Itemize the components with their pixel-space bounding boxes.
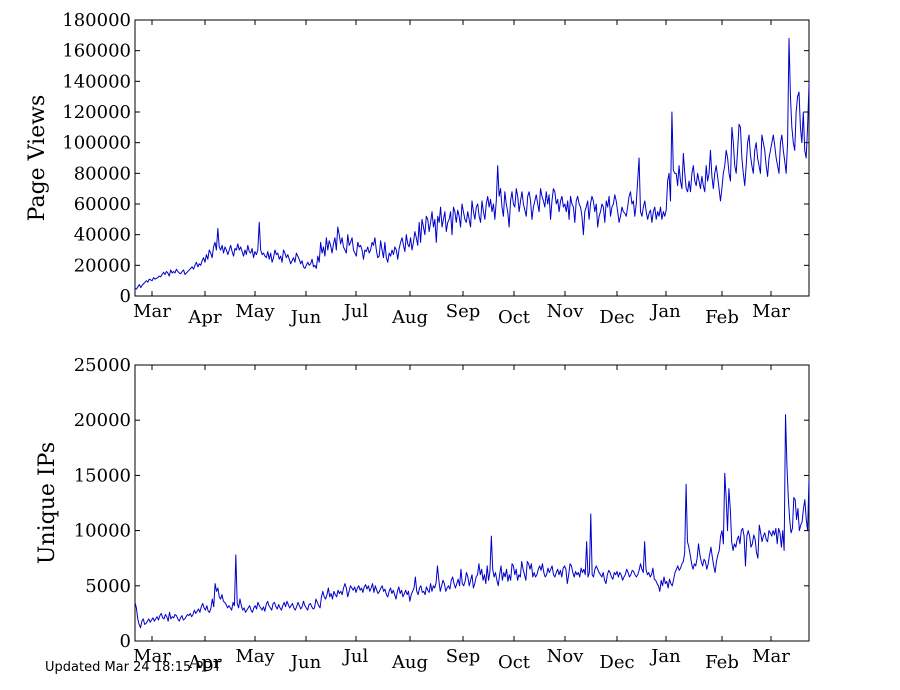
pageviews-ytick-label: 100000: [62, 133, 131, 154]
uniqueips-xtick-label: Feb: [705, 652, 739, 673]
pageviews-xtick-label: Dec: [599, 307, 634, 328]
uniqueips-xtick-label: Apr: [187, 652, 222, 673]
pageviews-series-line: [134, 37, 810, 290]
uniqueips-xtick-label: Mar: [133, 646, 171, 667]
uniqueips-ytick-label: 25000: [74, 355, 131, 376]
uniqueips-ytick-label: 20000: [74, 410, 131, 431]
uniqueips-ylabel: Unique IPs: [35, 442, 60, 564]
uniqueips-xtick-label: Jun: [289, 652, 322, 673]
pageviews-ylabel: Page Views: [25, 95, 50, 222]
uniqueips-xtick-label: Aug: [391, 652, 428, 673]
uniqueips-ytick-label: 0: [120, 631, 131, 652]
pageviews-xtick-label: Jan: [649, 301, 681, 322]
uniqueips-series-line: [134, 414, 810, 629]
pageviews-xtick-label: Nov: [547, 301, 585, 322]
pageviews-xtick-label: Sep: [446, 301, 481, 322]
pageviews-xtick-label: Mar: [133, 301, 171, 322]
pageviews-ytick-label: 80000: [74, 163, 131, 184]
pageviews-plot-frame: [134, 19, 810, 297]
pageviews-xtick-label: Apr: [187, 307, 222, 328]
pageviews-ytick-label: 0: [120, 286, 131, 307]
pageviews-xtick-label: Mar: [752, 301, 790, 322]
uniqueips-xtick-label: Dec: [599, 652, 634, 673]
uniqueips-ytick-label: 5000: [85, 576, 131, 597]
uniqueips-xtick-label: Sep: [446, 646, 481, 667]
uniqueips-xtick-label: Jan: [649, 646, 681, 667]
pageviews-xtick-label: Aug: [391, 307, 428, 328]
updated-timestamp: Updated Mar 24 18:15 PDT: [45, 660, 222, 675]
uniqueips-plot-frame: [134, 364, 810, 642]
pageviews-xtick-label: Jul: [342, 301, 369, 322]
pageviews-xtick-label: Feb: [705, 307, 739, 328]
uniqueips-xtick-label: May: [235, 646, 275, 667]
uniqueips-ytick-label: 15000: [74, 465, 131, 486]
uniqueips-xtick-label: Mar: [752, 646, 790, 667]
pageviews-xtick-label: Oct: [498, 307, 531, 328]
pageviews-ytick-label: 60000: [74, 194, 131, 215]
pageviews-ytick-label: 20000: [74, 255, 131, 276]
uniqueips-ytick-label: 10000: [74, 521, 131, 542]
pageviews-ytick-label: 180000: [62, 10, 131, 31]
pageviews-ytick-label: 160000: [62, 41, 131, 62]
uniqueips-xtick-label: Oct: [498, 652, 531, 673]
uniqueips-xtick-label: Jul: [342, 646, 369, 667]
pageviews-xtick-label: Jun: [289, 307, 322, 328]
uniqueips-xtick-label: Nov: [547, 646, 585, 667]
pageviews-ytick-label: 120000: [62, 102, 131, 123]
pageviews-xtick-label: May: [235, 301, 275, 322]
pageviews-ytick-label: 40000: [74, 225, 131, 246]
pageviews-ytick-label: 140000: [62, 71, 131, 92]
